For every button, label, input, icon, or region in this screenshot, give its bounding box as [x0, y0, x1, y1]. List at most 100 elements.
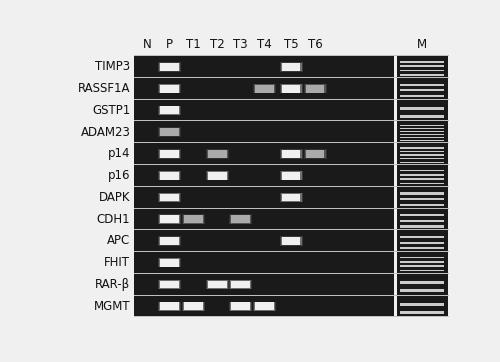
Bar	[400, 174, 444, 176]
Bar	[396, 209, 448, 229]
Bar	[158, 193, 181, 202]
Bar	[182, 214, 205, 224]
Bar	[304, 150, 326, 158]
Bar	[158, 84, 181, 93]
Bar	[282, 237, 300, 245]
Bar	[400, 261, 444, 263]
Bar	[400, 303, 444, 306]
Text: T2: T2	[210, 38, 225, 51]
Bar	[159, 63, 180, 71]
Bar	[159, 302, 180, 311]
Bar	[282, 150, 300, 158]
Bar	[400, 193, 444, 195]
Bar	[183, 302, 204, 311]
Bar	[134, 252, 394, 273]
Text: T5: T5	[284, 38, 298, 51]
Bar	[254, 302, 275, 311]
Text: APC: APC	[107, 235, 130, 248]
Text: T3: T3	[234, 38, 248, 51]
Bar	[400, 95, 444, 97]
Bar	[134, 209, 394, 229]
Bar	[400, 61, 444, 63]
Bar	[282, 194, 300, 201]
Bar	[182, 302, 205, 311]
Bar	[280, 84, 301, 93]
Bar	[159, 258, 180, 267]
Bar	[206, 149, 229, 159]
Bar	[400, 204, 444, 206]
Bar	[400, 158, 444, 159]
Bar	[400, 107, 444, 110]
Text: MGMT: MGMT	[94, 300, 130, 313]
Bar	[400, 220, 444, 222]
Bar	[400, 140, 444, 141]
Bar	[280, 149, 303, 159]
Bar	[396, 295, 448, 316]
Text: TIMP3: TIMP3	[95, 60, 130, 73]
Text: p14: p14	[108, 147, 130, 160]
Bar	[160, 106, 179, 114]
Bar	[400, 183, 444, 184]
Bar	[400, 265, 444, 267]
Bar	[280, 63, 301, 71]
Bar	[134, 295, 394, 316]
Bar	[396, 78, 448, 99]
Bar	[230, 215, 251, 224]
Bar	[232, 302, 250, 310]
Bar	[160, 259, 179, 267]
Bar	[159, 171, 180, 180]
Bar	[158, 236, 181, 246]
Bar	[159, 193, 180, 202]
Bar	[400, 257, 444, 258]
Bar	[253, 84, 276, 93]
Bar	[396, 56, 448, 77]
Text: DAPK: DAPK	[99, 191, 130, 204]
Bar	[232, 281, 250, 289]
Text: M: M	[417, 38, 427, 51]
Text: ADAM23: ADAM23	[80, 126, 130, 139]
Bar	[230, 302, 251, 311]
Bar	[158, 106, 181, 115]
Bar	[280, 193, 301, 202]
Bar	[400, 178, 444, 180]
Bar	[229, 280, 252, 289]
Bar	[396, 143, 448, 164]
Bar	[304, 149, 327, 159]
Text: CDH1: CDH1	[96, 213, 130, 226]
Text: RASSF1A: RASSF1A	[78, 82, 130, 95]
Bar	[158, 149, 181, 159]
Bar	[160, 172, 179, 180]
Bar	[183, 215, 204, 224]
Bar	[160, 63, 179, 71]
Bar	[206, 171, 229, 180]
Bar	[158, 171, 181, 180]
Bar	[396, 100, 448, 121]
Bar	[158, 258, 181, 268]
Bar	[280, 84, 303, 93]
Bar	[230, 280, 251, 289]
Text: FHIT: FHIT	[104, 256, 130, 269]
Bar	[158, 127, 181, 137]
Text: T6: T6	[308, 38, 322, 51]
Bar	[396, 165, 448, 186]
Bar	[184, 302, 203, 310]
Bar	[400, 236, 444, 238]
Bar	[184, 215, 203, 223]
Bar	[158, 214, 181, 224]
Bar	[159, 150, 180, 158]
Bar	[400, 70, 444, 71]
Bar	[400, 65, 444, 67]
Bar	[159, 106, 180, 115]
Bar	[254, 84, 275, 93]
Bar	[159, 280, 180, 289]
Bar	[400, 198, 444, 200]
Bar	[159, 237, 180, 245]
Bar	[280, 193, 303, 202]
Bar	[134, 274, 394, 295]
Bar	[282, 63, 300, 71]
Bar	[400, 131, 444, 132]
Bar	[400, 115, 444, 118]
Bar	[400, 311, 444, 314]
Bar	[400, 247, 444, 249]
Bar	[400, 84, 444, 86]
